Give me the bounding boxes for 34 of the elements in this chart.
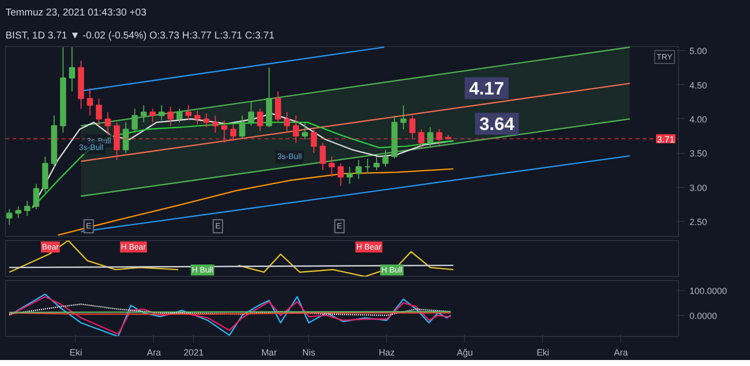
annotation: 4.17: [469, 78, 504, 99]
annotation: H Bear: [356, 242, 382, 252]
x-tick-label: Mar: [261, 348, 277, 358]
annotation: H Bear: [121, 242, 146, 252]
annotation: E: [86, 222, 92, 231]
annotation: 3s-Bull: [79, 143, 104, 152]
x-tick-label: Nis: [302, 348, 316, 358]
annotation: 3s-Bull: [86, 136, 112, 146]
annotation: E: [336, 222, 342, 231]
annotation: 3.64: [479, 114, 514, 134]
x-tick-label: 2021: [184, 348, 204, 358]
y-tick-label: 2.50: [690, 216, 708, 227]
y-tick-label: 3.00: [690, 182, 708, 193]
y-tick-label: 4.00: [690, 114, 708, 124]
x-tick-label: Eki: [70, 348, 82, 358]
chart-subtitle: BIST, 1D 3.71 ▼ -0.02 (-0.54%) O:3.73 H:3.77 L:3.71 C:3.71: [6, 30, 275, 42]
x-tick-label: Haz: [378, 348, 396, 358]
annotation: 3s-Bull: [277, 152, 302, 162]
ref-line-label: 3.71: [656, 134, 675, 144]
annotation: H Bull: [381, 266, 403, 274]
x-tick-label: Ağu: [456, 348, 473, 358]
annotation: TRY: [656, 52, 674, 62]
y-tick-label: 100.0000: [690, 286, 728, 296]
y-tick-label: 5.00: [690, 46, 708, 56]
annotation: H Bull: [192, 266, 214, 274]
y-tick-label: 0.0000: [690, 310, 718, 321]
x-tick-label: Ara: [614, 348, 628, 358]
y-tick-label: 3.50: [690, 148, 708, 159]
y-tick-label: 4.50: [690, 80, 708, 90]
chart-title: Temmuz 23, 2021 01:43:30 +03: [6, 8, 147, 18]
annotation: E: [215, 222, 221, 231]
x-tick-label: Eki: [536, 348, 550, 358]
x-tick-label: Ara: [146, 348, 161, 358]
annotation: Bear: [42, 242, 60, 252]
